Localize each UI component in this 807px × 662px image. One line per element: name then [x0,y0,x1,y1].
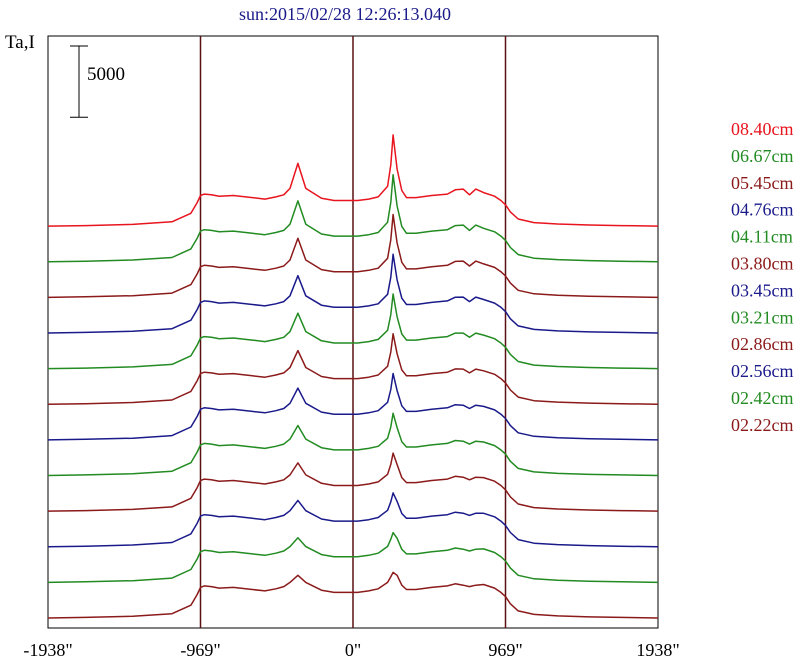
series-line-03.45cm [47,372,659,441]
legend-entry: 02.56cm [731,361,794,381]
series-line-02.22cm [47,571,659,619]
legend-entry: 08.40cm [731,119,794,139]
legend-entry: 03.21cm [731,307,794,327]
legend-entry: 03.45cm [731,280,794,300]
x-tick-labels: -1938" -969" 0" 969" 1938" [23,640,679,660]
legend: 08.40cm 06.67cm 05.45cm 04.76cm 04.11cm 03.80… [731,119,794,435]
legend-entry: 04.11cm [731,227,793,247]
series-line-03.21cm [47,412,659,477]
legend-entry: 04.76cm [731,200,794,220]
series-line-08.40cm [47,134,659,227]
legend-entry: 06.67cm [731,146,794,166]
vertical-reference-lines [199,36,507,628]
series-line-02.86cm [47,452,659,512]
legend-entry: 02.22cm [731,415,794,435]
x-tick-label: -969" [180,640,220,660]
legend-entry: 05.45cm [731,173,794,193]
scale-bar-label: 5000 [87,64,125,85]
series-line-02.56cm [47,492,659,548]
x-tick-label: -1938" [23,640,72,660]
series-lines [47,134,659,619]
legend-entry: 02.86cm [731,334,794,354]
series-line-04.76cm [47,253,659,334]
x-tick-label: 1938" [636,640,679,660]
y-axis-label: Ta,I [5,32,35,53]
legend-entry: 02.42cm [731,388,794,408]
chart-title: sun:2015/02/28 12:26:13.040 [239,4,451,24]
scale-bar: 5000 [70,45,125,118]
series-line-05.45cm [47,213,659,299]
x-tick-label: 0" [345,640,361,660]
series-line-02.42cm [47,531,659,584]
series-line-04.11cm [47,293,659,370]
x-tick-label: 969" [488,640,522,660]
legend-entry: 03.80cm [731,254,794,274]
series-line-03.80cm [47,333,659,406]
series-line-06.67cm [47,173,659,263]
